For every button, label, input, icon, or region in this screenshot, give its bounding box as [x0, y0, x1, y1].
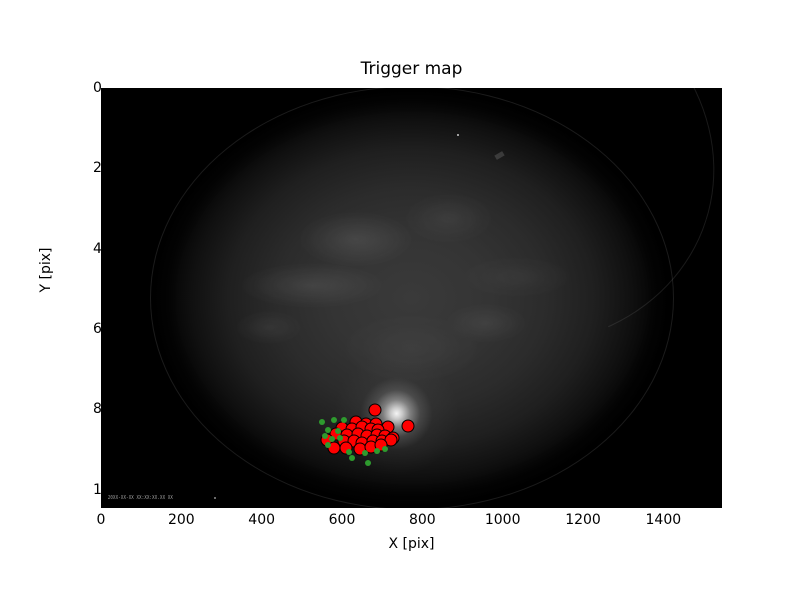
scatter-point-secondary	[381, 445, 388, 452]
scatter-point-secondary	[321, 432, 328, 439]
scatter-point-secondary	[365, 460, 372, 467]
plot-axes: 20XX-XX-XX XX:XX:XX.XX XX	[101, 88, 722, 508]
scatter-point-secondary	[330, 416, 337, 423]
x-tick-label: 0	[96, 512, 106, 528]
x-tick-label: 1000	[484, 512, 521, 528]
camera-timestamp-overlay: 20XX-XX-XX XX:XX:XX.XX XX	[107, 493, 174, 500]
page-title: Trigger map	[360, 59, 463, 79]
scatter-point-secondary	[336, 434, 343, 441]
scatter-point-secondary	[319, 419, 326, 426]
bright-speck	[457, 133, 460, 136]
x-tick-label: 800	[408, 512, 436, 528]
scatter-point-secondary	[334, 428, 341, 435]
scatter-marker-layer	[101, 88, 722, 508]
cloud-structure-layer	[101, 88, 722, 508]
scatter-point-triggers	[368, 403, 382, 417]
scatter-point-triggers	[401, 419, 415, 433]
scatter-point-secondary	[328, 435, 335, 442]
scatter-point-secondary	[348, 454, 355, 461]
scatter-point-secondary	[341, 417, 348, 424]
scatter-point-secondary	[373, 447, 380, 454]
x-tick-label: 600	[328, 512, 356, 528]
sky-dome-image	[101, 88, 722, 508]
x-tick-label: 400	[248, 512, 276, 528]
bright-speck-secondary	[214, 496, 217, 499]
x-axis-label: X [pix]	[388, 536, 435, 552]
x-tick-label: 1200	[565, 512, 601, 528]
scatter-point-secondary	[346, 448, 353, 455]
x-tick-label: 1400	[645, 512, 682, 528]
scatter-point-secondary	[325, 426, 332, 433]
scatter-point-secondary	[324, 441, 331, 448]
x-tick-label: 200	[167, 512, 195, 528]
scatter-point-secondary	[361, 450, 368, 457]
y-axis-label: Y [pix]	[38, 247, 54, 293]
